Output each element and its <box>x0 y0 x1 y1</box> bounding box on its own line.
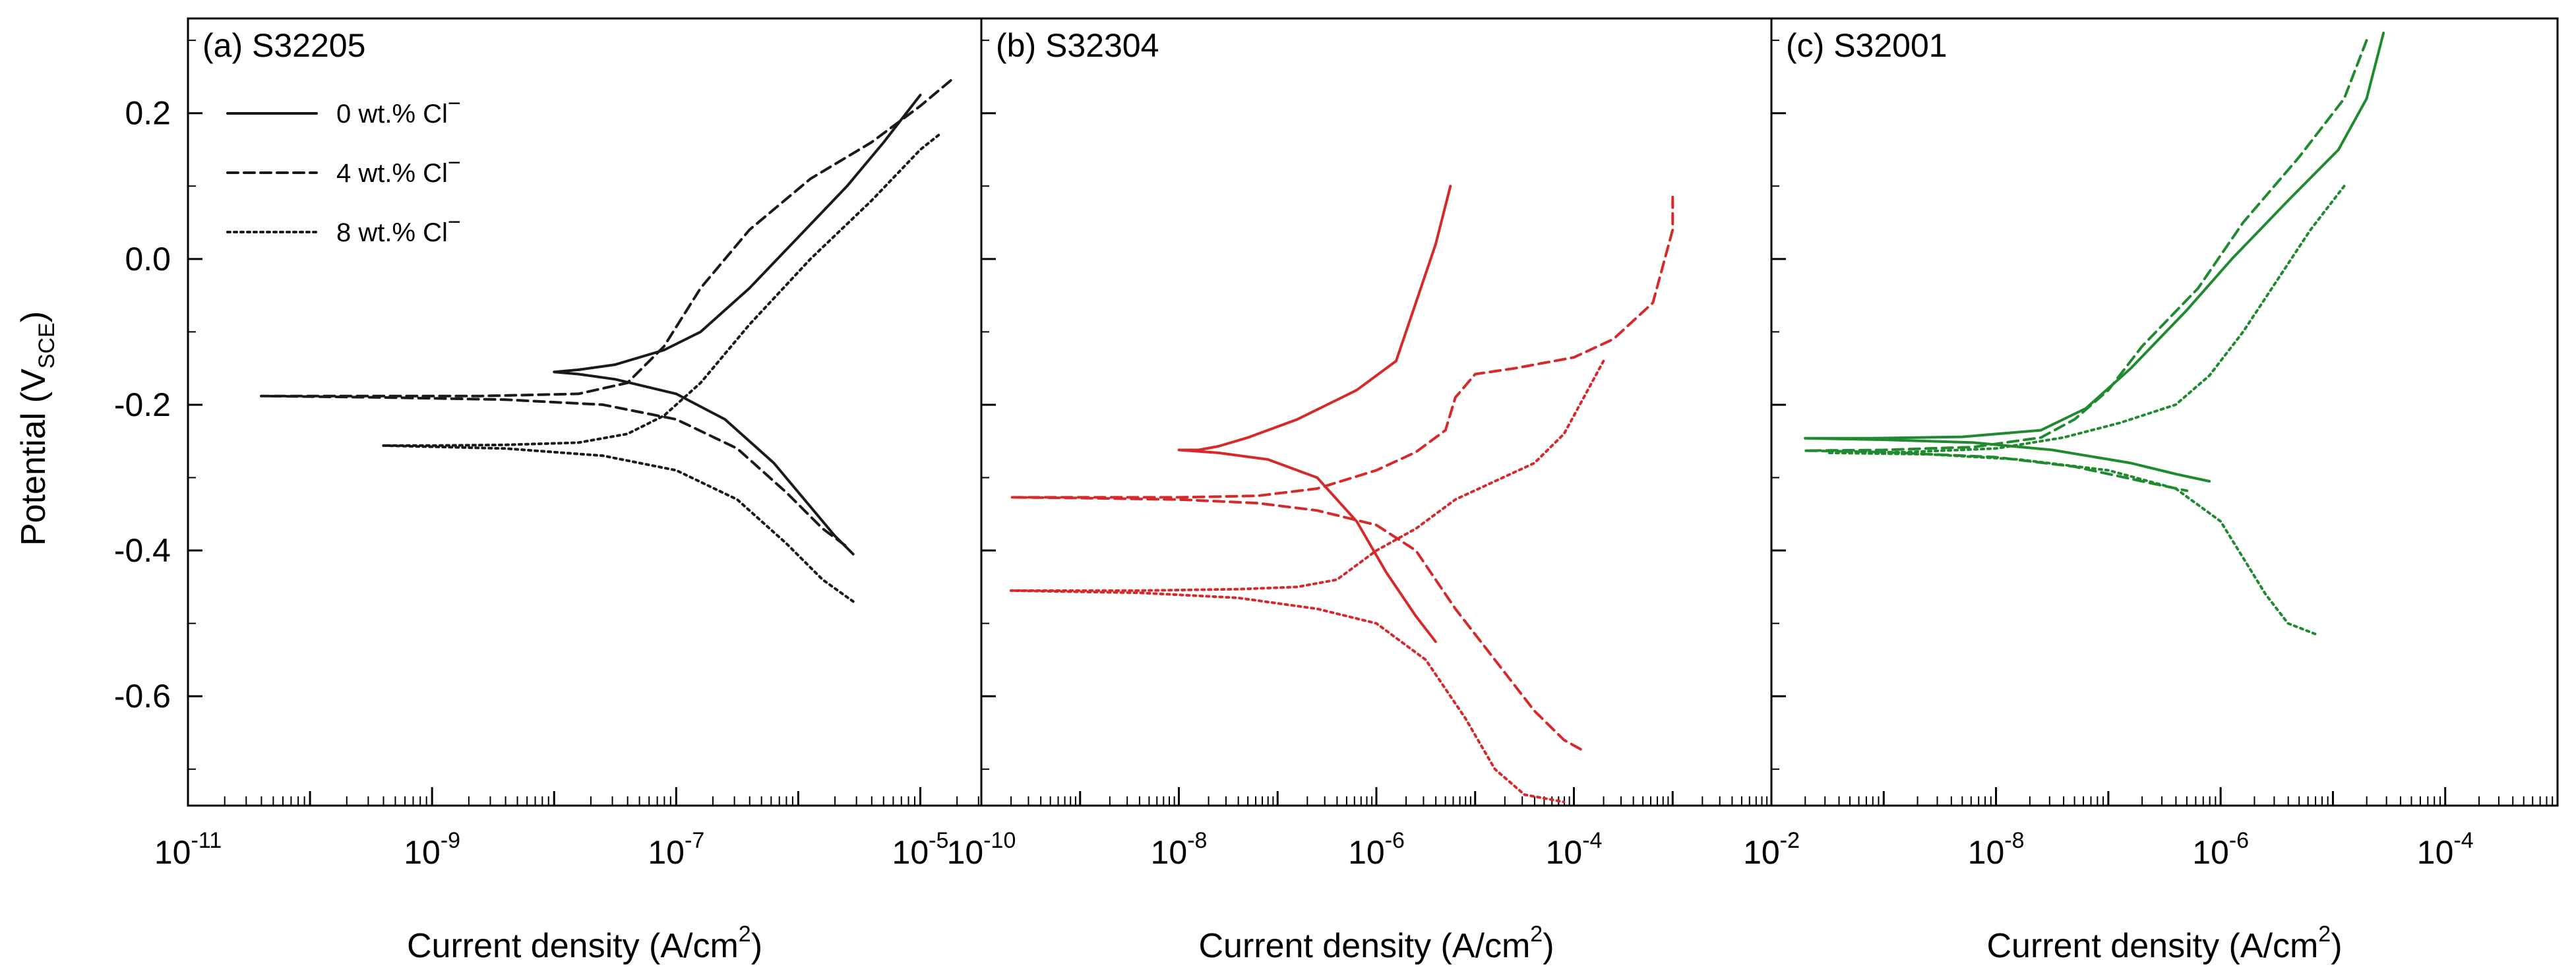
series-b-solid <box>1177 185 1452 643</box>
x-axis-title-a: Current density (A/cm2) <box>407 922 762 965</box>
panel-a: 10-11 10-9 10-7 10-5 -0.6 -0.4 -0.2 0.0 0.2 (a) S… <box>114 17 983 965</box>
series-b-dashed <box>1009 195 1674 753</box>
x-tick-label: 10-10 <box>947 828 1016 871</box>
x-tick-label: 10-8 <box>1968 828 2025 871</box>
series-b-dotted <box>1009 359 1605 804</box>
y-tick-label: -0.6 <box>114 678 171 715</box>
y-tick-label: 0.0 <box>125 241 171 278</box>
x-tick-label: 10-4 <box>2417 828 2474 871</box>
legend-label-dashed: 4 wt.% Cl− <box>336 150 461 188</box>
legend-label-solid: 0 wt.% Cl− <box>336 91 461 129</box>
y-tick-label: 0.2 <box>125 95 171 132</box>
y-axis-label-close: ) <box>15 311 53 322</box>
series-a-dashed <box>260 79 952 548</box>
series-a-dotted <box>382 133 940 603</box>
y-tick-label: -0.2 <box>114 386 171 423</box>
x-tick-label: 10-8 <box>1151 828 1208 871</box>
x-tick-label: 10-11 <box>154 828 222 871</box>
y-axis-label: Potential (V <box>15 369 53 546</box>
x-tick-label: 10-5 <box>892 828 949 871</box>
panel-title-a: (a) S32205 <box>202 27 365 64</box>
panel-title-c: (c) S32001 <box>1786 27 1947 64</box>
x-tick-label: 10-4 <box>1546 828 1603 871</box>
x-tick-label: 10-6 <box>1348 828 1405 871</box>
panel-b: 10-10 10-8 10-6 10-4 10-2 (b) S32304 Current d… <box>947 17 1800 965</box>
plot-frame-c <box>1770 17 2559 807</box>
y-axis-title: Potential (VSCE) <box>15 311 59 546</box>
panel-c: 10-2 10-8 10-6 10-4 (c) S32001 Current densit… <box>1743 17 2559 965</box>
x-tick-label: 10-6 <box>2192 828 2249 871</box>
legend-label-dotted: 8 wt.% Cl− <box>336 210 461 247</box>
x-tick-label: 10-2 <box>1743 828 1800 871</box>
x-tick-label: 10-9 <box>404 828 460 871</box>
x-axis-title-b: Current density (A/cm2) <box>1198 922 1554 965</box>
x-tick-label: 10-7 <box>648 828 704 871</box>
x-tick-label: 10-2 <box>1743 828 1800 871</box>
y-axis-label-subscript: SCE <box>34 322 59 369</box>
x-axis-title-c: Current density (A/cm2) <box>1986 922 2342 965</box>
svg-text:Potential (VSCE): Potential (VSCE) <box>15 311 59 546</box>
series-a-solid <box>553 94 922 556</box>
panel-title-b: (b) S32304 <box>996 27 1159 64</box>
y-tick-label: -0.4 <box>114 532 171 569</box>
series-c-dotted <box>1826 185 2346 636</box>
series-c-solid <box>1804 32 2385 483</box>
